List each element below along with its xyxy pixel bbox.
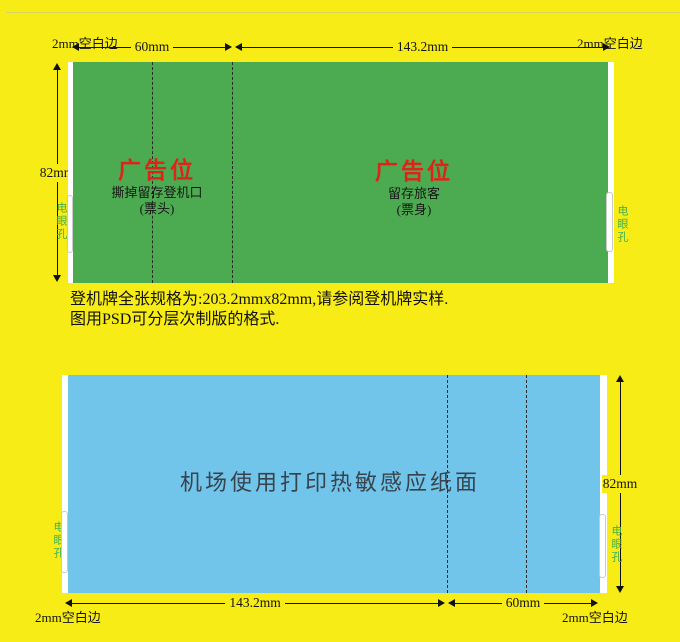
eye-hole-notch-bottom-left bbox=[61, 511, 68, 573]
ticket-bottom-print-area bbox=[68, 375, 600, 593]
page-top-rule bbox=[6, 12, 680, 13]
dim-line bbox=[619, 493, 621, 586]
dim-arrow-right bbox=[225, 43, 233, 51]
ticket-top bbox=[68, 62, 614, 283]
ad-area-head: 广告位 撕掉留存登机口 (票头) bbox=[77, 158, 237, 216]
perforation-line-bottom bbox=[526, 375, 527, 593]
dim-line bbox=[242, 46, 393, 48]
eye-hole-label-top-right: 电眼孔 bbox=[616, 205, 628, 244]
spec-note: 登机牌全张规格为:203.2mmx82mm,请参阅登机牌实样. 图用PSD可分层… bbox=[70, 290, 448, 330]
ad-head-line1: 撕掉留存登机口 bbox=[111, 185, 203, 200]
dim-top-143mm: 143.2mm bbox=[235, 40, 611, 53]
blank-edge-label-bottom-left: 2mm空白边 bbox=[35, 610, 101, 625]
dim-left-82mm: 82mm bbox=[38, 63, 76, 282]
perforation-line-head bbox=[152, 62, 153, 283]
dim-right-82mm: 82mm bbox=[601, 375, 639, 593]
dim-line bbox=[619, 382, 621, 475]
tear-line-head-body bbox=[232, 62, 233, 283]
ad-head-line2: (票头) bbox=[139, 201, 175, 216]
dim-line bbox=[56, 181, 58, 275]
eye-hole-label-top-left: 电眼孔 bbox=[55, 202, 67, 241]
dim-arrow-down bbox=[616, 586, 624, 593]
dim-arrow-left bbox=[72, 43, 79, 51]
eye-hole-label-bottom-right: 电眼孔 bbox=[610, 525, 622, 564]
ticket-bottom bbox=[62, 375, 607, 593]
dim-arrow-left bbox=[65, 599, 72, 607]
ad-title-head: 广告位 bbox=[118, 158, 196, 183]
dim-label-60mm: 60mm bbox=[501, 596, 545, 609]
dim-label-82mm: 82mm bbox=[38, 163, 76, 182]
dim-label-143mm: 143.2mm bbox=[392, 40, 453, 53]
dim-label-82mm: 82mm bbox=[601, 475, 639, 493]
dim-arrow-right bbox=[603, 43, 611, 51]
ad-body-line2: (票身) bbox=[396, 202, 432, 217]
dim-line bbox=[72, 602, 226, 604]
dim-arrow-right bbox=[591, 599, 599, 607]
dim-arrow-right bbox=[438, 599, 446, 607]
dim-line bbox=[284, 602, 439, 604]
dim-bottom-60mm: 60mm bbox=[448, 596, 599, 609]
dim-line bbox=[544, 602, 592, 604]
ticket-top-print-area bbox=[73, 62, 608, 283]
spec-note-line1: 登机牌全张规格为:203.2mmx82mm,请参阅登机牌实样. bbox=[70, 291, 449, 308]
ad-title-body: 广告位 bbox=[375, 159, 453, 184]
thermal-paper-label: 机场使用打印热敏感应纸面 bbox=[179, 470, 480, 495]
dim-line bbox=[452, 46, 604, 48]
blank-edge-label-bottom-right: 2mm空白边 bbox=[562, 610, 628, 625]
ad-body-line1: 留存旅客 bbox=[387, 186, 440, 201]
eye-hole-notch-top-right bbox=[606, 192, 613, 252]
dim-label-60mm: 60mm bbox=[130, 40, 174, 53]
dim-label-143mm: 143.2mm bbox=[225, 596, 285, 609]
spec-note-line2: 图用PSD可分层次制版的格式. bbox=[70, 311, 280, 328]
dim-arrow-up bbox=[53, 63, 61, 70]
eye-hole-notch-bottom-right bbox=[599, 514, 606, 578]
dim-line bbox=[56, 70, 58, 164]
dim-arrow-down bbox=[53, 275, 61, 282]
dim-arrow-left bbox=[448, 599, 455, 607]
dim-arrow-left bbox=[235, 43, 242, 51]
dim-line bbox=[173, 46, 226, 48]
dim-arrow-up bbox=[616, 375, 624, 382]
tear-line-body-head-bottom bbox=[447, 375, 448, 593]
dim-bottom-143mm: 143.2mm bbox=[65, 596, 446, 609]
ad-area-body: 广告位 留存旅客 (票身) bbox=[334, 159, 494, 217]
dim-top-60mm: 60mm bbox=[72, 40, 233, 53]
dim-line bbox=[79, 46, 131, 48]
dim-line bbox=[455, 602, 502, 604]
eye-hole-notch-top-left bbox=[67, 195, 73, 253]
